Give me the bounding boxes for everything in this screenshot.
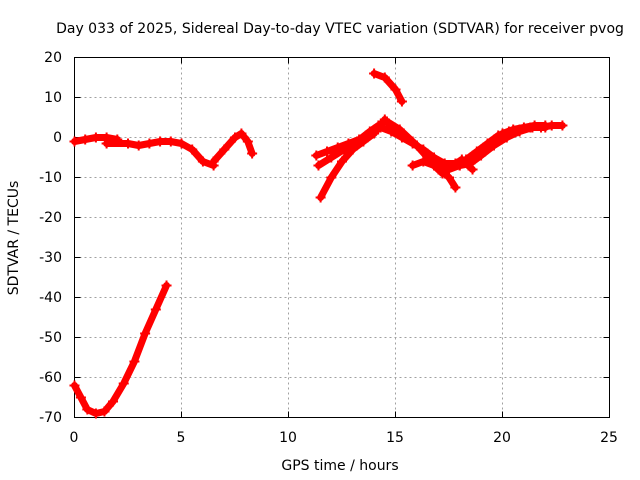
data-point [501, 132, 512, 143]
data-point [313, 160, 324, 171]
data-point [339, 144, 350, 155]
plot-frame [74, 57, 610, 418]
data-point [90, 132, 101, 143]
data-point [101, 138, 112, 149]
data-point [407, 136, 418, 147]
grid-lines [74, 57, 610, 418]
y-axis-label: SDTVAR / TECUs [6, 181, 22, 296]
data-point [90, 408, 101, 419]
data-point [236, 128, 247, 139]
data-point [82, 404, 93, 415]
data-point [540, 122, 551, 133]
data-point [527, 122, 538, 133]
series-track-8 [369, 68, 407, 107]
data-point [140, 328, 151, 339]
data-point [133, 140, 144, 151]
data-point [155, 136, 166, 147]
x-tick-label: 5 [177, 430, 186, 446]
data-point [230, 132, 240, 143]
data-point [488, 140, 499, 151]
series-line [370, 70, 406, 105]
series-line [103, 138, 218, 169]
series-line [71, 282, 170, 417]
series-track-4 [69, 280, 172, 419]
data-point [390, 84, 401, 95]
data-point [514, 126, 525, 137]
data-point [448, 160, 459, 171]
data-point [467, 164, 478, 175]
series-track-3 [208, 128, 258, 167]
data-point [176, 138, 187, 149]
data-point [75, 392, 86, 403]
data-point [208, 156, 219, 167]
series-track-10 [422, 156, 461, 193]
data-point [557, 120, 568, 131]
data-point [129, 356, 140, 367]
x-tick-label: 10 [279, 430, 297, 446]
data-point [150, 304, 161, 315]
y-tick-label: 0 [53, 130, 62, 146]
data-point [242, 136, 253, 147]
data-point [407, 160, 418, 171]
data-point [420, 148, 431, 159]
data-point [315, 192, 326, 203]
y-tick-label: -60 [39, 370, 62, 386]
data-point [326, 152, 337, 163]
y-tick-label: -10 [39, 170, 62, 186]
data-point [247, 148, 258, 159]
data-point [337, 156, 347, 167]
data-point [326, 172, 337, 183]
data-point [69, 136, 80, 147]
chart-title: Day 033 of 2025, Sidereal Day-to-day VTE… [56, 21, 624, 37]
y-tick-label: 20 [44, 50, 62, 66]
data-point [322, 146, 333, 157]
data-point [456, 154, 467, 165]
y-tick-label: 10 [44, 90, 62, 106]
data-point [108, 396, 119, 407]
data-point [373, 120, 384, 131]
data-point [161, 280, 172, 291]
data-point [369, 68, 380, 79]
data-point [118, 378, 129, 389]
y-tick-label: -40 [39, 290, 62, 306]
axis-ticks [74, 57, 610, 418]
data-point [311, 150, 322, 161]
data-point [123, 138, 133, 149]
data-point [379, 72, 390, 83]
x-axis-tick-labels: 0 5 10 15 20 25 [70, 430, 618, 446]
data-point [476, 150, 487, 161]
y-tick-label: -50 [39, 330, 62, 346]
data-point [422, 156, 433, 167]
series-line [315, 118, 549, 169]
data-point [381, 116, 392, 127]
x-tick-label: 20 [493, 430, 511, 446]
y-tick-label: -70 [39, 410, 62, 426]
data-series [69, 68, 568, 419]
x-tick-label: 0 [70, 430, 79, 446]
data-point [219, 144, 230, 155]
data-point [444, 172, 454, 183]
series-line [424, 158, 459, 191]
data-point [187, 144, 198, 155]
x-axis-label: GPS time / hours [281, 458, 398, 474]
data-point [396, 96, 407, 107]
data-point [99, 406, 110, 417]
data-point [197, 156, 208, 167]
data-point [433, 162, 444, 173]
data-point [364, 126, 375, 137]
x-tick-label: 15 [386, 430, 404, 446]
data-point [165, 136, 176, 147]
x-tick-label: 25 [600, 430, 618, 446]
data-point [80, 134, 91, 145]
data-point [351, 136, 362, 147]
data-point [450, 182, 461, 193]
data-point [144, 138, 155, 149]
data-point [394, 124, 405, 135]
series-track-2 [101, 136, 219, 171]
y-tick-label: -30 [39, 250, 62, 266]
data-point [69, 380, 80, 391]
y-tick-label: -20 [39, 210, 62, 226]
y-axis-tick-labels: 20 10 0 -10 -20 -30 -40 -50 -60 -70 [39, 50, 62, 426]
